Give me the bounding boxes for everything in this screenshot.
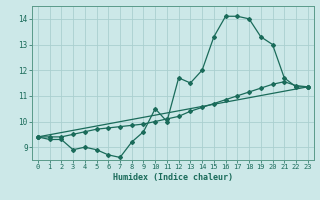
X-axis label: Humidex (Indice chaleur): Humidex (Indice chaleur): [113, 173, 233, 182]
